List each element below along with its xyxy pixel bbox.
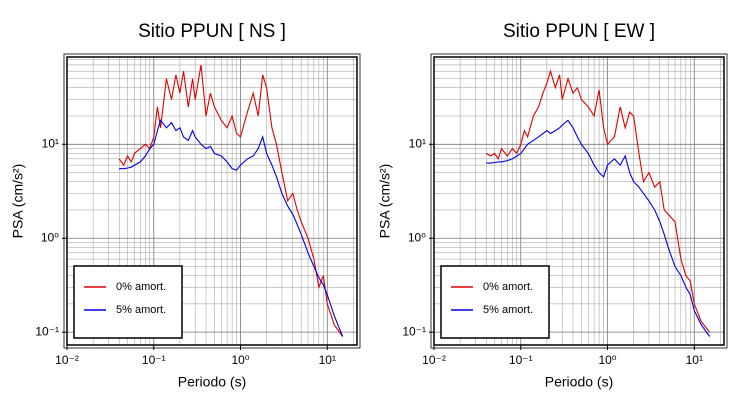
- legend-label: 0% amort.: [483, 281, 533, 293]
- y-tick-label: 10⁰: [41, 230, 59, 244]
- plot-frame: [66, 56, 358, 346]
- series-line: [118, 64, 344, 337]
- y-axis-label: PSA (cm/s²): [377, 164, 393, 239]
- x-tick-label: 10¹: [686, 353, 703, 367]
- x-axis-label: Periodo (s): [545, 374, 613, 390]
- plot-frame-outer: [63, 53, 361, 349]
- series-line: [119, 119, 344, 337]
- x-tick-label: 10⁻¹: [509, 353, 533, 367]
- x-tick-label: 10⁻²: [422, 353, 446, 367]
- series-line: [486, 119, 711, 337]
- x-axis-label: Periodo (s): [178, 374, 246, 390]
- plot-frame: [433, 56, 725, 346]
- x-tick-label: 10¹: [319, 353, 336, 367]
- legend-label: 5% amort.: [483, 304, 533, 316]
- legend-label: 0% amort.: [116, 281, 166, 293]
- chart-title: Sitio PPUN [ EW ]: [503, 21, 655, 42]
- y-tick-label: 10⁰: [408, 230, 426, 244]
- y-tick-label: 10⁻¹: [35, 324, 59, 338]
- x-tick-label: 10⁻²: [55, 353, 79, 367]
- legend-label: 5% amort.: [116, 304, 166, 316]
- chart-title: Sitio PPUN [ NS ]: [138, 21, 286, 42]
- series-line: [485, 69, 711, 333]
- plot-frame-outer: [430, 53, 728, 349]
- y-tick-label: 10⁻¹: [402, 324, 426, 338]
- y-tick-label: 10¹: [42, 136, 59, 150]
- legend-box: [440, 265, 550, 339]
- y-tick-label: 10¹: [409, 136, 426, 150]
- x-tick-label: 10⁰: [598, 353, 616, 367]
- y-axis-label: PSA (cm/s²): [10, 164, 26, 239]
- x-tick-label: 10⁰: [231, 353, 249, 367]
- legend-box: [73, 265, 183, 339]
- x-tick-label: 10⁻¹: [142, 353, 166, 367]
